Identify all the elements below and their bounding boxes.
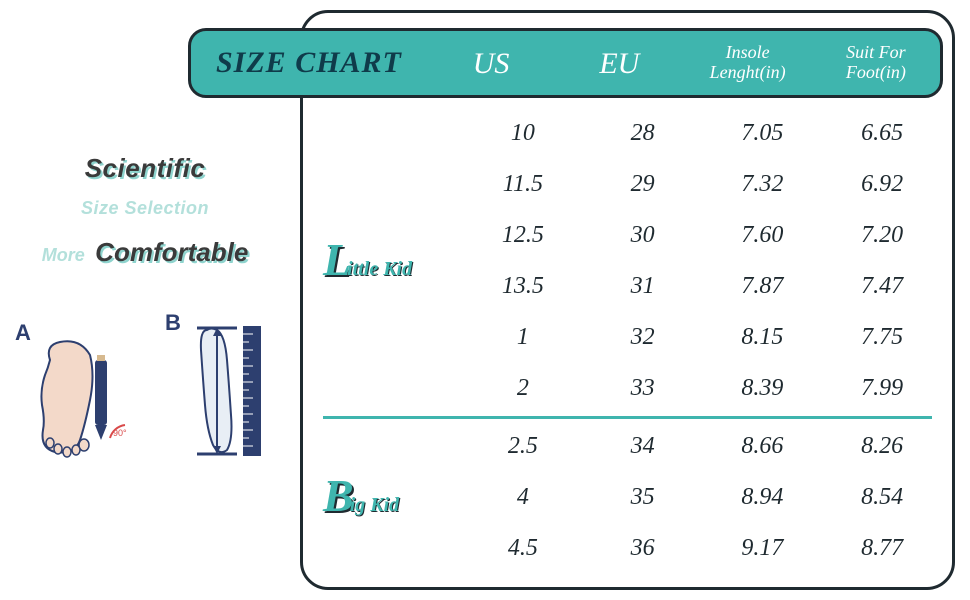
table-cell: 13.5 — [463, 273, 583, 300]
diagram-a: A 90° — [25, 330, 135, 465]
tagline-size-selection: Size Selection — [81, 198, 209, 218]
table-row: 2.5348.668.26 — [463, 421, 942, 472]
table-row: 1328.157.75 — [463, 312, 942, 363]
table-cell: 7.20 — [822, 222, 942, 249]
table-section: Little Kid10287.056.6511.5297.326.9212.5… — [313, 108, 942, 414]
table-cell: 12.5 — [463, 222, 583, 249]
size-chart-panel: SIZE CHART US EU Insole Lenght(in) Suit … — [300, 10, 955, 590]
table-cell: 7.32 — [703, 171, 823, 198]
table-cell: 11.5 — [463, 171, 583, 198]
table-cell: 8.26 — [822, 433, 942, 460]
table-cell: 10 — [463, 120, 583, 147]
table-cell: 35 — [583, 484, 703, 511]
tagline-row-1: Scientific — [10, 150, 280, 186]
left-column: Scientific Size Selection More Comfortab… — [10, 150, 280, 465]
table-row: 4.5369.178.77 — [463, 523, 942, 574]
table-row: 12.5307.607.20 — [463, 210, 942, 261]
table-cell: 36 — [583, 535, 703, 562]
diagram-b: B — [195, 320, 265, 465]
tagline-more: More — [42, 245, 85, 265]
table-cell: 6.92 — [822, 171, 942, 198]
table-cell: 8.94 — [703, 484, 823, 511]
table-cell: 30 — [583, 222, 703, 249]
section-label: Little Kid — [313, 242, 463, 281]
section-rows: 2.5348.668.264358.948.544.5369.178.77 — [463, 421, 942, 574]
table-cell: 7.60 — [703, 222, 823, 249]
table-row: 2338.397.99 — [463, 363, 942, 414]
table-cell: 6.65 — [822, 120, 942, 147]
diagram-label-a: A — [15, 320, 31, 346]
table-cell: 28 — [583, 120, 703, 147]
table-cell: 4 — [463, 484, 583, 511]
section-label: Big Kid — [313, 478, 463, 517]
table-cell: 2.5 — [463, 433, 583, 460]
foot-pen-icon: 90° — [25, 330, 135, 460]
table-row: 10287.056.65 — [463, 108, 942, 159]
table-cell: 7.87 — [703, 273, 823, 300]
table-cell: 34 — [583, 433, 703, 460]
chart-title: SIZE CHART — [216, 46, 402, 80]
chart-column-headers: US EU Insole Lenght(in) Suit For Foot(in… — [427, 43, 940, 83]
section-divider — [323, 416, 932, 419]
table-cell: 8.15 — [703, 324, 823, 351]
tagline-row-2: Size Selection — [10, 196, 280, 221]
table-cell: 32 — [583, 324, 703, 351]
chart-header: SIZE CHART US EU Insole Lenght(in) Suit … — [188, 28, 943, 98]
table-section: Big Kid2.5348.668.264358.948.544.5369.17… — [313, 421, 942, 574]
table-cell: 29 — [583, 171, 703, 198]
col-header-insole: Insole Lenght(in) — [683, 43, 811, 83]
tagline-comfortable: Comfortable — [95, 237, 248, 267]
tagline-row-3: More Comfortable — [10, 234, 280, 270]
table-cell: 4.5 — [463, 535, 583, 562]
chart-body: Little Kid10287.056.6511.5297.326.9212.5… — [313, 108, 942, 577]
table-cell: 8.39 — [703, 375, 823, 402]
col-header-us: US — [427, 43, 555, 83]
table-row: 4358.948.54 — [463, 472, 942, 523]
table-cell: 7.75 — [822, 324, 942, 351]
table-cell: 1 — [463, 324, 583, 351]
table-cell: 8.66 — [703, 433, 823, 460]
measurement-diagram: A 90° B — [10, 320, 280, 465]
diagram-label-b: B — [165, 310, 181, 336]
table-cell: 8.77 — [822, 535, 942, 562]
tagline-block: Scientific Size Selection More Comfortab… — [10, 150, 280, 270]
section-label-rest: ig Kid — [350, 494, 399, 516]
table-row: 13.5317.877.47 — [463, 261, 942, 312]
tagline-scientific: Scientific — [85, 153, 206, 183]
table-cell: 33 — [583, 375, 703, 402]
table-cell: 7.99 — [822, 375, 942, 402]
table-cell: 7.47 — [822, 273, 942, 300]
insole-ruler-icon — [195, 320, 265, 460]
section-label-rest: ittle Kid — [347, 258, 412, 280]
col-header-foot: Suit For Foot(in) — [812, 43, 940, 83]
section-rows: 10287.056.6511.5297.326.9212.5307.607.20… — [463, 108, 942, 414]
table-cell: 8.54 — [822, 484, 942, 511]
table-cell: 9.17 — [703, 535, 823, 562]
table-cell: 31 — [583, 273, 703, 300]
table-row: 11.5297.326.92 — [463, 159, 942, 210]
table-cell: 7.05 — [703, 120, 823, 147]
table-cell: 2 — [463, 375, 583, 402]
col-header-eu: EU — [555, 43, 683, 83]
angle-label: 90° — [113, 428, 127, 438]
